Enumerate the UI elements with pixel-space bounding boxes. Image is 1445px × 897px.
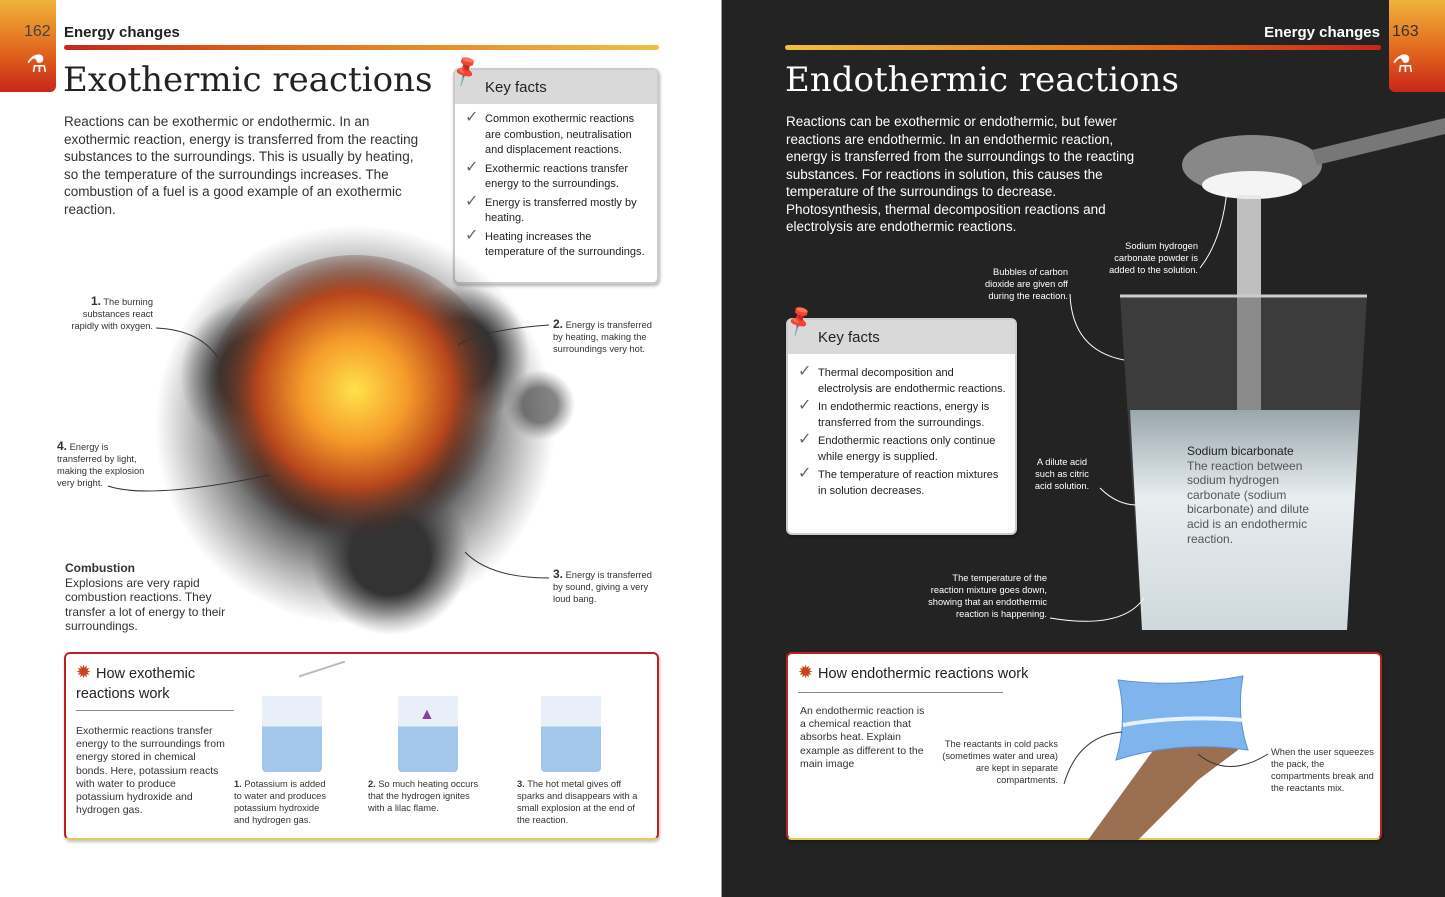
beaker-2	[398, 696, 458, 772]
divider	[798, 692, 1003, 693]
header-rule	[64, 45, 659, 50]
beaker-1	[262, 696, 322, 772]
glass-image	[1120, 118, 1445, 630]
how-title: How exothemic reactions work	[76, 666, 196, 702]
page-title: Exothermic reactions	[63, 60, 433, 100]
how-title: How endothermic reactions work	[818, 666, 1029, 682]
key-facts-title: Key facts	[788, 320, 1015, 354]
annotation-bubbles: Bubbles of carbon dioxide are given off …	[984, 267, 1068, 301]
section-title: Energy changes	[1264, 24, 1380, 41]
key-fact: Common exothermic reactions are combusti…	[465, 110, 649, 159]
cog-icon: ✹	[798, 662, 814, 682]
annotation-2: 2. Energy is transferred by heating, mak…	[553, 317, 652, 354]
key-fact: Energy is transferred mostly by heating.	[465, 194, 649, 227]
key-fact: Thermal decomposition and electrolysis a…	[798, 364, 1007, 397]
bicarbonate-text: The reaction between sodium hydrogen car…	[1187, 458, 1310, 546]
how-text: An endothermic reaction is a chemical re…	[800, 705, 925, 770]
annotation-powder: Sodium hydrogen carbonate powder is adde…	[1109, 241, 1198, 275]
bicarbonate-caption: Sodium bicarbonate The reaction between …	[1187, 444, 1312, 546]
key-fact: In endothermic reactions, energy is tran…	[798, 398, 1007, 431]
bicarbonate-heading: Sodium bicarbonate	[1187, 444, 1294, 458]
step-1: 1. Potassium is added to water and produ…	[234, 779, 326, 825]
explosion-image	[155, 225, 575, 635]
annotation-reactants: The reactants in cold packs (sometimes w…	[942, 739, 1058, 785]
lilac-flame-icon: ▲	[419, 706, 435, 723]
key-fact: Heating increases the temperature of the…	[465, 228, 649, 261]
intro-text: Reactions can be exothermic or endotherm…	[64, 114, 419, 217]
annotation-acid: A dilute acid such as citric acid soluti…	[1034, 457, 1090, 491]
step-2: 2. So much heating occurs that the hydro…	[368, 779, 479, 813]
page-number: 163	[1392, 23, 1419, 40]
key-fact: Exothermic reactions transfer energy to …	[465, 160, 649, 193]
spatula	[298, 660, 346, 678]
left-page: 162 ⚗ Energy changes Exothermic reaction…	[0, 0, 722, 897]
annotation-temperature: The temperature of the reaction mixture …	[928, 573, 1047, 619]
cog-icon: ✹	[76, 662, 92, 682]
cold-pack-image	[1088, 675, 1249, 840]
annotation-4: 4. Energy is transferred by light, makin…	[57, 439, 145, 488]
page-tab	[1389, 0, 1445, 92]
key-facts-title: Key facts	[455, 70, 657, 104]
step-3: 3. The hot metal gives off sparks and di…	[517, 779, 638, 825]
how-exothermic-box: ✹ How exothemic reactions work Exothermi…	[64, 652, 659, 840]
combustion-caption: Combustion Explosions are very rapid com…	[65, 561, 235, 634]
combustion-heading: Combustion	[65, 561, 135, 575]
key-facts-box: Key facts Thermal decomposition and elec…	[786, 318, 1017, 535]
annotation-3: 3. Energy is transferred by sound, givin…	[553, 567, 652, 604]
key-fact: The temperature of reaction mixtures in …	[798, 466, 1007, 499]
annotation-1: 1. The burning substances react rapidly …	[71, 294, 153, 331]
beaker-3	[541, 696, 601, 772]
combustion-text: Explosions are very rapid combustion rea…	[65, 575, 226, 634]
key-facts-box: Key facts Common exothermic reactions ar…	[453, 68, 659, 284]
divider	[76, 710, 234, 711]
annotation-squeeze: When the user squeezes the pack, the com…	[1271, 747, 1374, 793]
flask-icon: ⚗	[26, 51, 48, 78]
flask-icon: ⚗	[1392, 51, 1414, 78]
intro-text: Reactions can be exothermic or endotherm…	[786, 114, 1135, 234]
page-number: 162	[24, 23, 51, 40]
page-tab	[0, 0, 56, 92]
header-rule	[785, 45, 1381, 50]
how-endothermic-box: ✹ How endothermic reactions work An endo…	[786, 652, 1382, 840]
how-text: Exothermic reactions transfer energy to …	[76, 725, 225, 817]
right-page: 163 ⚗ Energy changes Endothermic reactio…	[722, 0, 1445, 897]
section-title: Energy changes	[64, 24, 180, 41]
page-title: Endothermic reactions	[785, 60, 1179, 100]
key-fact: Endothermic reactions only continue whil…	[798, 432, 1007, 465]
